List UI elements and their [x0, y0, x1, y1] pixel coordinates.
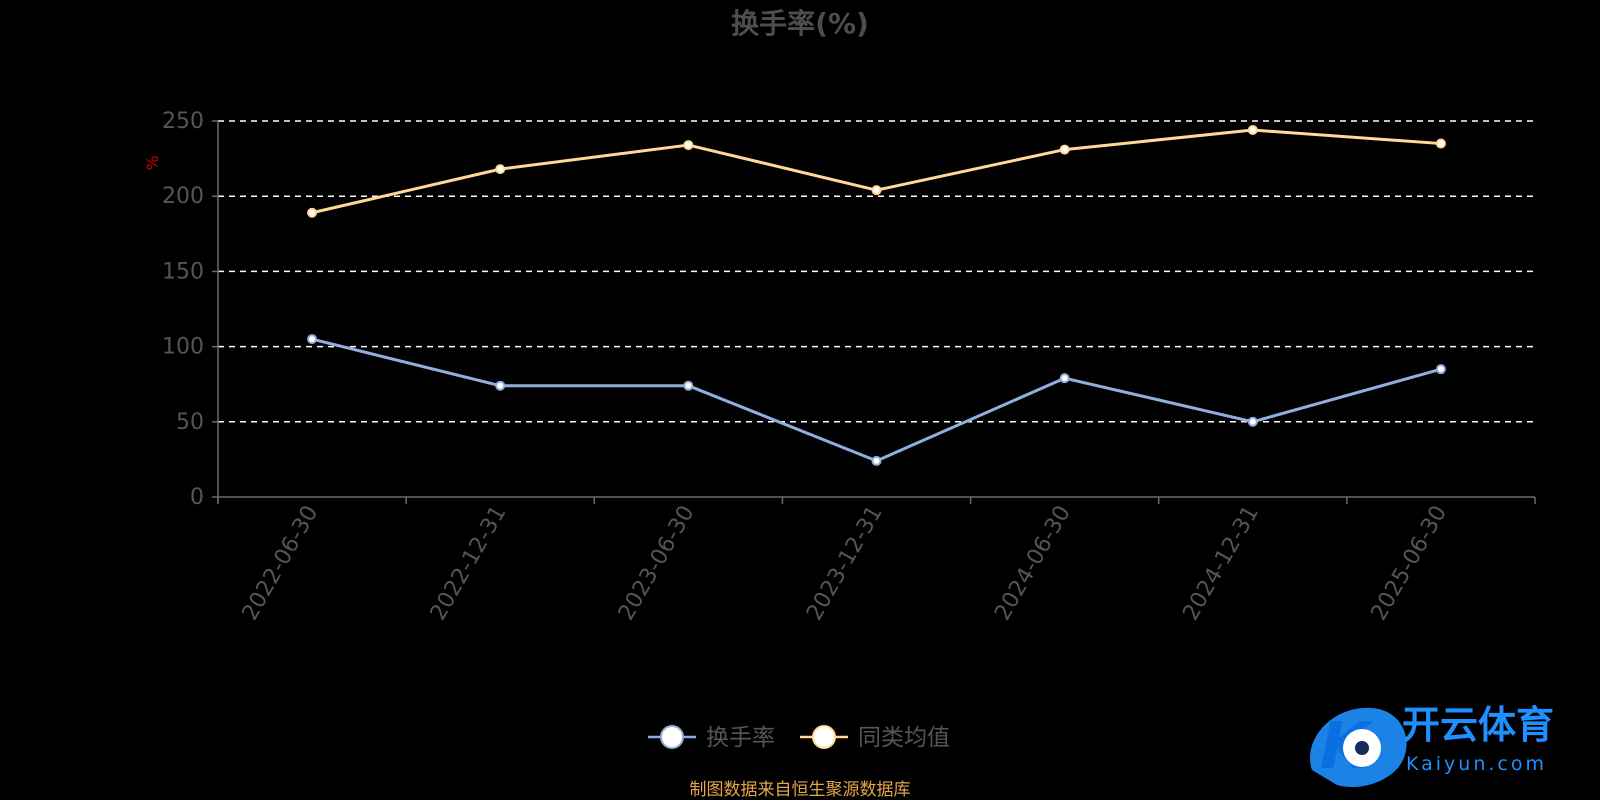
watermark-logo: K 开云体育 Kaiyun.com [1310, 703, 1554, 788]
y-tick-label: 100 [162, 335, 204, 360]
y-axis-label: % [143, 155, 162, 170]
data-point [683, 140, 694, 151]
legend-marker-icon [812, 725, 836, 749]
y-tick-label: 150 [162, 259, 204, 284]
series-line [311, 337, 1442, 463]
data-point [1059, 373, 1070, 384]
x-tick-label: 2024-12-31 [1178, 502, 1264, 625]
axes [212, 120, 1536, 504]
x-tick-label: 2022-12-31 [426, 502, 512, 625]
logo-chinese-text: 开云体育 [1402, 703, 1554, 747]
series-line [311, 128, 1442, 215]
x-tick-labels: 2022-06-30 2022-12-31 2023-06-30 2023-12-31… [238, 502, 1452, 625]
x-tick-label: 2024-06-30 [990, 502, 1076, 625]
data-point [307, 334, 318, 345]
x-tick-label: 2022-06-30 [238, 502, 324, 625]
x-tick-label: 2025-06-30 [1367, 502, 1453, 625]
y-tick-label: 50 [176, 410, 204, 435]
data-point [683, 380, 694, 391]
legend-marker-icon [660, 725, 684, 749]
data-point [871, 455, 882, 466]
chart-title: 换手率(%) [731, 7, 869, 40]
data-point [495, 380, 506, 391]
y-tick-label: 0 [190, 485, 204, 510]
y-tick-label: 200 [162, 184, 204, 209]
series-turnover [307, 334, 1446, 466]
data-point [1435, 138, 1446, 149]
soccer-ball-patch-icon [1355, 741, 1369, 755]
legend-label: 换手率 [706, 725, 775, 751]
legend-item-peer-average[interactable]: 同类均值 [800, 725, 950, 751]
data-point [871, 185, 882, 196]
legend-item-turnover[interactable]: 换手率 [648, 725, 775, 751]
logo-english-text: Kaiyun.com [1406, 753, 1547, 775]
data-point [307, 207, 318, 218]
series-peer-average [307, 125, 1446, 218]
legend-label: 同类均值 [858, 725, 950, 751]
legend[interactable]: 换手率 同类均值 [648, 725, 950, 751]
data-point [1247, 125, 1258, 136]
x-tick-label: 2023-06-30 [614, 502, 700, 625]
x-tick-label: 2023-12-31 [802, 502, 888, 625]
source-note: 制图数据来自恒生聚源数据库 [690, 780, 911, 800]
y-tick-label: 250 [162, 109, 204, 134]
data-point [495, 164, 506, 175]
y-tick-labels: 0 50 100 150 200 250 [162, 109, 204, 510]
series [307, 125, 1446, 466]
data-point [1059, 144, 1070, 155]
data-point [1435, 364, 1446, 375]
grid-lines [218, 120, 1535, 423]
data-point [1247, 416, 1258, 427]
